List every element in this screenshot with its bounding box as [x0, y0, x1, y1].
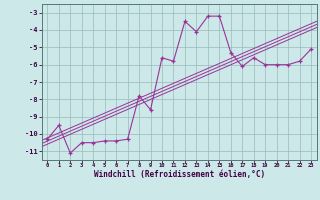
X-axis label: Windchill (Refroidissement éolien,°C): Windchill (Refroidissement éolien,°C) — [94, 170, 265, 179]
